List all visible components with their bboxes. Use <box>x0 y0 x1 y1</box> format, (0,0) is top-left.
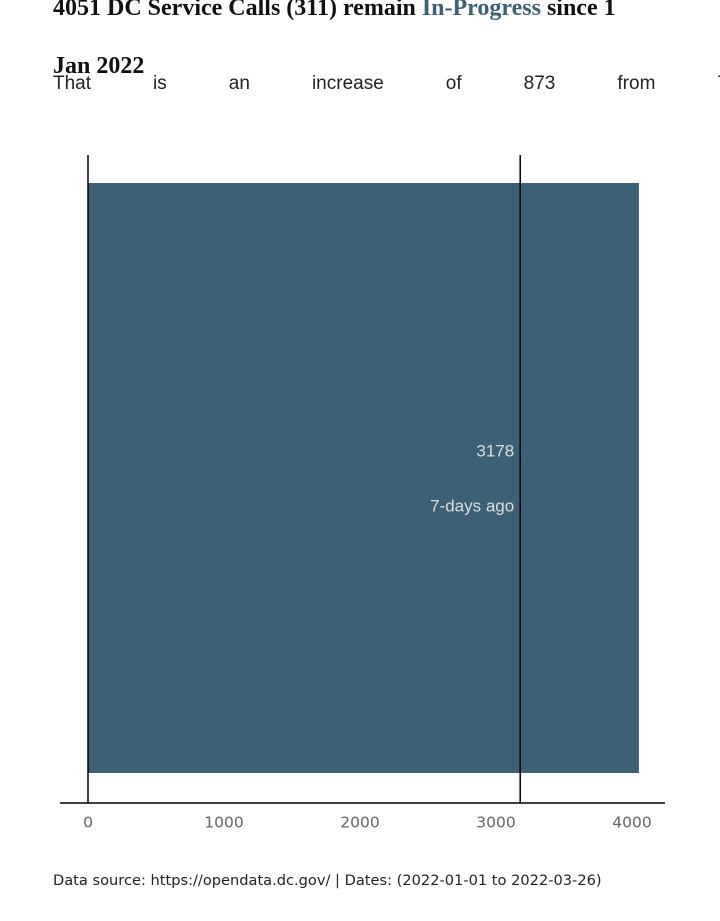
x-tick-label: 1000 <box>204 814 243 832</box>
title-part: 4051 DC Service Calls (311) remain <box>53 0 416 21</box>
x-tick-label: 4000 <box>612 814 651 832</box>
source-note: Data source: https://opendata.dc.gov/ | … <box>53 872 602 889</box>
x-tick-label: 3000 <box>476 814 515 832</box>
bar <box>88 183 639 773</box>
reference-label: 7-days ago <box>430 496 514 515</box>
subtitle: That is an increase of 873 from 7 <box>53 73 720 94</box>
title-highlight: In-Progress <box>421 0 541 21</box>
x-tick-label: 2000 <box>340 814 379 832</box>
x-tick-label: 0 <box>83 814 93 832</box>
chart-title: 4051 DC Service Calls (311) remain In-Pr… <box>53 0 653 95</box>
reference-value-label: 3178 <box>476 441 514 460</box>
title-part: since 1 Jan 2022 <box>53 0 616 79</box>
